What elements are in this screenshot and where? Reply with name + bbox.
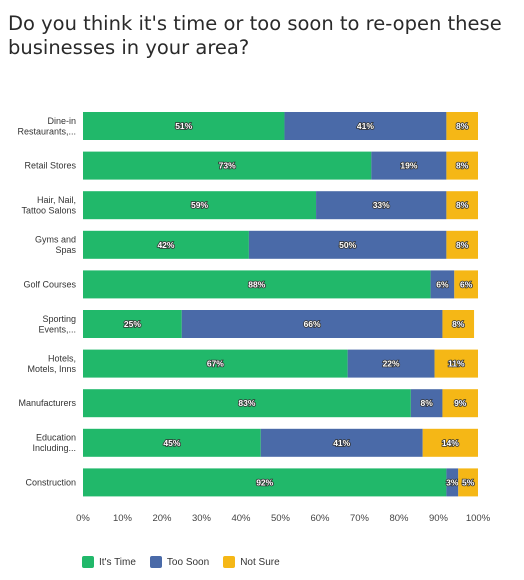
value-label: 8% (456, 240, 469, 250)
bar-segment (83, 310, 182, 338)
value-label: 92% (256, 477, 273, 487)
bar-segment (446, 151, 478, 180)
value-label: 8% (452, 319, 465, 329)
value-label: 59% (191, 200, 208, 210)
bar-segment (83, 349, 348, 378)
bar-segment (442, 310, 475, 338)
value-label: 42% (157, 240, 174, 250)
bar-segment (83, 468, 447, 497)
value-label: 6% (436, 279, 449, 289)
category-label: Golf Courses (23, 279, 76, 289)
bar-segment (83, 151, 372, 180)
legend: It's Time Too Soon Not Sure (82, 556, 280, 568)
category-label: Dine-in Restaurants,... (17, 116, 76, 137)
value-label: 5% (462, 477, 475, 487)
value-label: 73% (219, 161, 236, 171)
legend-swatch (82, 556, 94, 568)
category-label: Gyms and Spas (35, 235, 77, 256)
bar-segment (83, 428, 261, 457)
value-label: 19% (400, 161, 417, 171)
bar-segment (446, 468, 459, 497)
category-label: Hair, Nail, Tattoo Salons (21, 195, 76, 216)
bar-segment (181, 310, 443, 338)
legend-swatch (223, 556, 236, 568)
value-label: 88% (248, 279, 265, 289)
x-tick-label: 50% (271, 513, 291, 524)
value-label: 50% (339, 240, 356, 250)
bar-segment (458, 468, 478, 497)
bar-segment (83, 191, 317, 220)
category-label: Hotels, Motels, Inns (27, 353, 76, 374)
value-label: 83% (238, 398, 255, 408)
x-tick-label: 30% (192, 513, 212, 524)
x-tick-label: 70% (350, 513, 370, 524)
bar-segment (422, 428, 478, 457)
x-tick-label: 10% (113, 513, 133, 524)
value-label: 6% (460, 279, 473, 289)
legend-label: Not Sure (240, 556, 280, 568)
x-tick-label: 40% (231, 513, 251, 524)
bar-segment (260, 428, 423, 457)
category-label: Construction (25, 477, 76, 487)
x-tick-label: 60% (310, 513, 330, 524)
category-label: Manufacturers (18, 398, 76, 408)
bar-segment (446, 191, 478, 220)
value-label: 8% (456, 200, 469, 210)
x-tick-label: 20% (152, 513, 172, 524)
bar-segment (284, 112, 447, 140)
bar-segment (434, 349, 478, 378)
x-tick-label: 80% (389, 513, 409, 524)
x-tick-label: 100% (466, 513, 491, 524)
bar-segment (371, 151, 447, 180)
category-label: Education Including... (32, 433, 76, 454)
value-label: 14% (442, 438, 459, 448)
legend-item: It's Time (82, 556, 136, 568)
value-label: 66% (304, 319, 321, 329)
value-label: 45% (163, 438, 180, 448)
value-label: 3% (446, 477, 459, 487)
value-label: 22% (383, 359, 400, 369)
bar-segment (316, 191, 447, 220)
bar-segment (83, 270, 431, 299)
value-label: 41% (333, 438, 350, 448)
value-label: 51% (175, 121, 192, 131)
category-label: Retail Stores (24, 161, 76, 171)
x-axis-ticks: 0% 10% 20% 30% 40% 50% 60% 70% 80% 90% 100% (76, 513, 491, 524)
value-label: 33% (373, 200, 390, 210)
bar-segment (83, 230, 249, 259)
bar-segment (442, 389, 478, 418)
value-label: 8% (456, 121, 469, 131)
bar-segment (446, 230, 478, 259)
legend-label: It's Time (99, 556, 136, 568)
value-label: 8% (421, 398, 434, 408)
value-label: 41% (357, 121, 374, 131)
bar-segment (410, 389, 443, 418)
legend-swatch (149, 556, 162, 568)
legend-item: Not Sure (223, 556, 280, 568)
bars-group: 51% 41% 8% 73% 19% 8% 59% 33% 8% 42% 50% 8% 88% 6% 6% 2… (83, 112, 478, 497)
value-label: 67% (207, 359, 224, 369)
value-label: 11% (448, 359, 465, 369)
bar-segment (430, 270, 455, 299)
value-label: 9% (454, 398, 467, 408)
bar-segment (83, 389, 411, 418)
bar-segment (248, 230, 447, 259)
bar-segment (446, 112, 478, 140)
bar-segment (454, 270, 478, 299)
value-label: 8% (456, 161, 469, 171)
chart-title: Do you think it's time or too soon to re… (8, 12, 502, 59)
category-label: Sporting Events,... (38, 314, 76, 335)
value-label: 25% (124, 319, 141, 329)
x-tick-label: 90% (429, 513, 449, 524)
x-tick-label: 0% (76, 513, 90, 524)
bar-segment (83, 112, 285, 140)
bar-segment (347, 349, 435, 378)
legend-label: Too Soon (166, 556, 210, 568)
legend-item: Too Soon (149, 556, 210, 568)
stacked-bar-chart: 51% 41% 8% 73% 19% 8% 59% 33% 8% 42% 50% 8% 88% 6% 6% 2… (17, 112, 491, 524)
category-labels: Dine-in Restaurants,... Retail Stores Hair,… (17, 116, 76, 488)
